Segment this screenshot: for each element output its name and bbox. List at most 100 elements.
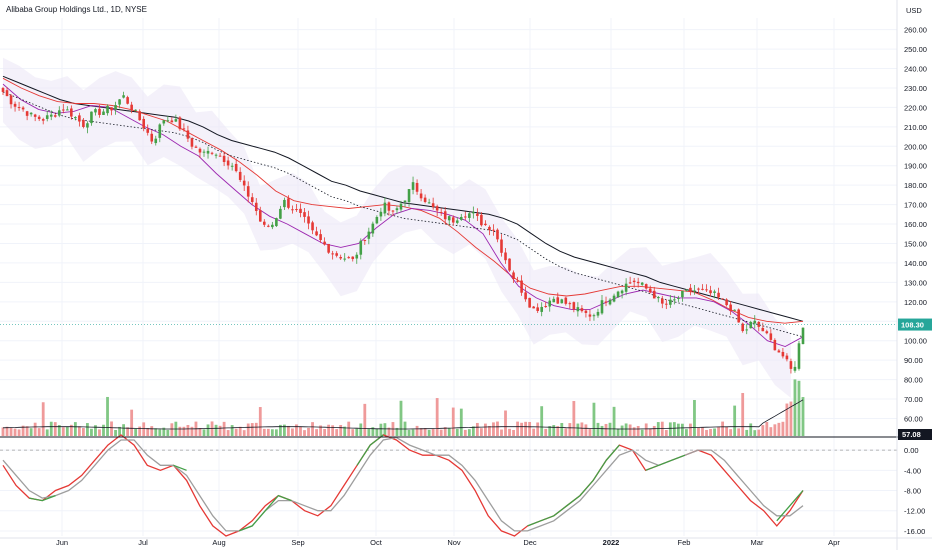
volume-bar	[508, 428, 511, 436]
candle-body	[254, 202, 258, 211]
volume-bar	[170, 423, 174, 436]
volume-bar	[576, 423, 580, 436]
candle-body	[210, 152, 214, 154]
candle-body	[476, 213, 479, 216]
volume-bar	[355, 428, 359, 436]
candle-body	[363, 240, 367, 242]
candle-body	[17, 107, 21, 109]
volume-bar	[524, 421, 528, 436]
oscillator	[2, 434, 804, 537]
volume-bar	[427, 429, 431, 436]
candle-body	[311, 222, 314, 231]
candle-body	[576, 307, 580, 312]
volume-bar	[98, 429, 101, 436]
volume-bar	[484, 423, 487, 436]
volume-bar	[359, 423, 363, 436]
volume-bar	[451, 407, 455, 436]
volume-bar	[721, 421, 724, 436]
volume-bar	[584, 424, 588, 436]
candle-body	[749, 321, 753, 329]
volume-bar	[142, 422, 146, 436]
candle-body	[1, 88, 5, 92]
price-tick-label: 210.00	[904, 123, 927, 132]
candle-body	[415, 182, 419, 192]
volume-bar	[387, 427, 391, 436]
candle-body	[689, 287, 692, 292]
volume-bar	[697, 427, 700, 436]
candle-body	[665, 303, 668, 305]
candle-body	[512, 272, 515, 279]
candle-body	[628, 282, 632, 284]
candle-body	[29, 112, 33, 115]
candle-body	[516, 280, 519, 282]
candle-body	[94, 109, 97, 113]
volume-bar	[604, 423, 608, 436]
candle-body	[57, 110, 61, 116]
candle-body	[194, 146, 198, 148]
candle-body	[652, 290, 656, 299]
volume-bar	[61, 427, 65, 436]
volume-bar	[729, 429, 733, 436]
candle-body	[158, 124, 162, 138]
time-tick-label: Apr	[828, 538, 840, 547]
volume-bar	[53, 422, 57, 436]
candle-body	[568, 303, 572, 305]
candle-body	[367, 231, 371, 239]
candle-body	[427, 202, 431, 204]
candle-body	[793, 366, 797, 371]
volume-bar	[238, 426, 242, 436]
volume-bar	[162, 427, 166, 436]
volume-bar	[303, 430, 306, 436]
candle-body	[170, 120, 174, 123]
volume-bar	[363, 403, 367, 436]
volume-bar	[492, 422, 495, 436]
candle-body	[307, 216, 310, 224]
volume-bar	[182, 426, 186, 436]
candle-body	[25, 111, 29, 116]
volume-bar	[749, 423, 753, 436]
osc-tick-label: -4.00	[904, 466, 921, 475]
candle-body	[118, 99, 121, 105]
volume-bar	[266, 428, 270, 436]
candle-body	[765, 331, 769, 334]
candle-body	[291, 209, 294, 211]
volume-bar	[777, 422, 781, 436]
candle-body	[70, 108, 73, 117]
volume-bar	[548, 426, 552, 436]
volume-bars	[1, 379, 805, 436]
time-tick-label: Mar	[751, 538, 764, 547]
candle-body	[154, 138, 158, 144]
volume-bar	[21, 425, 25, 436]
volume-bar	[45, 429, 49, 436]
volume-bar	[592, 402, 596, 436]
volume-bar	[463, 429, 467, 436]
candle-body	[681, 290, 684, 298]
volume-bar	[536, 422, 540, 436]
volume-bar	[323, 428, 327, 436]
volume-bar	[488, 425, 491, 436]
candle-body	[355, 254, 359, 259]
volume-bar	[77, 426, 81, 436]
volume-badge-label: 57.08	[902, 430, 921, 439]
candle-body	[21, 107, 25, 110]
candle-body	[520, 280, 523, 293]
candle-body	[98, 108, 101, 115]
volume-bar	[781, 421, 785, 436]
candle-body	[524, 292, 527, 300]
price-tick-label: 80.00	[904, 376, 923, 385]
volume-bar	[102, 424, 105, 436]
candle-body	[435, 206, 439, 211]
volume-bar	[564, 428, 568, 436]
volume-bar	[375, 428, 379, 436]
candle-body	[403, 200, 407, 203]
volume-bar	[632, 427, 636, 436]
candle-body	[761, 327, 765, 332]
volume-bar	[431, 428, 435, 436]
candle-body	[106, 106, 109, 114]
volume-bar	[307, 427, 310, 436]
candle-body	[327, 243, 330, 253]
volume-bar	[295, 424, 298, 436]
volume-bar	[753, 430, 757, 436]
